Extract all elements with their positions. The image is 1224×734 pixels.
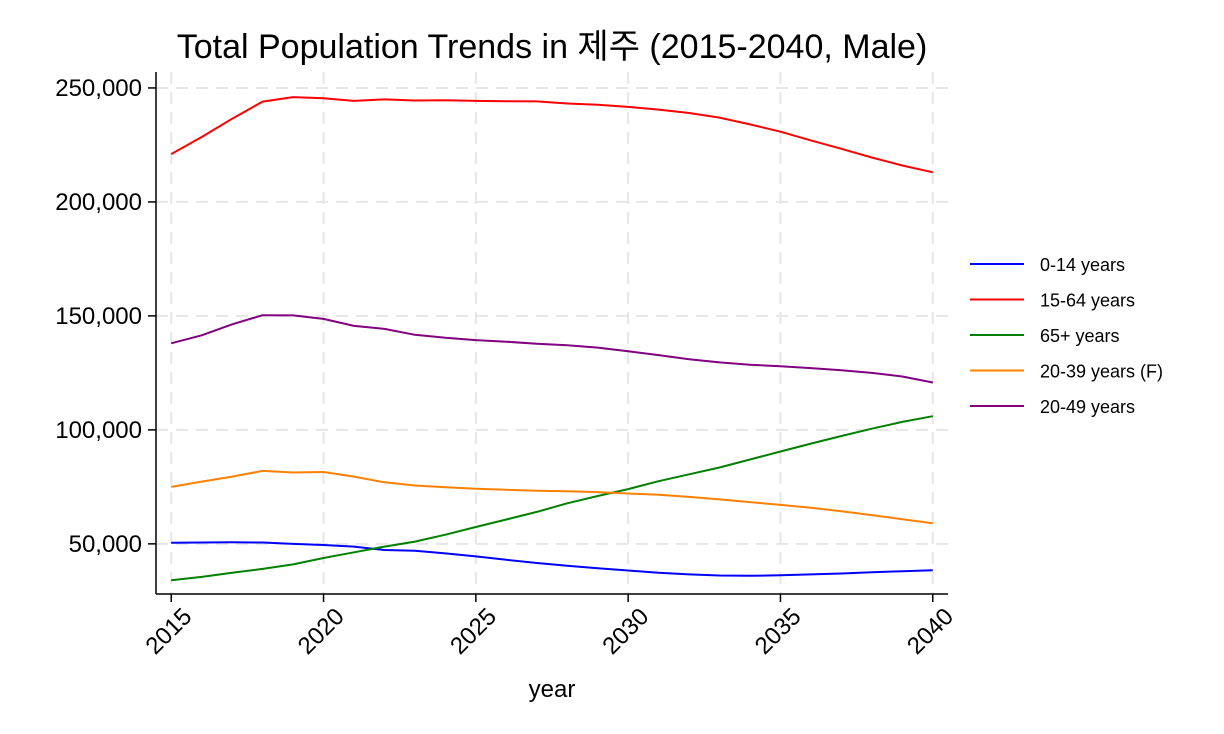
grid xyxy=(156,72,948,594)
legend-label: 15-64 years xyxy=(1040,291,1135,311)
series-line-65-years xyxy=(171,415,933,582)
y-tick-label: 200,000 xyxy=(55,189,142,216)
y-tick-label: 50,000 xyxy=(69,531,142,558)
series-line-0-14-years xyxy=(171,541,933,577)
legend-item: 0-14 years xyxy=(970,255,1125,275)
y-ticks: 50,000 100,000 150,000 200,000 250,000 xyxy=(55,75,156,558)
series-line-15-64-years xyxy=(170,96,934,174)
x-tick-label: 2025 xyxy=(445,603,502,660)
legend-item: 20-49 years xyxy=(970,397,1135,417)
legend-label: 20-49 years xyxy=(1040,397,1135,417)
series-line-20-39-years-f xyxy=(171,469,933,525)
x-tick-label: 2020 xyxy=(293,603,350,660)
y-tick-label: 250,000 xyxy=(55,75,142,102)
axes xyxy=(155,72,948,595)
series-line-20-49-years xyxy=(170,314,933,384)
legend-label: 65+ years xyxy=(1040,326,1120,346)
x-tick-label: 2040 xyxy=(902,603,959,660)
x-tick-label: 2015 xyxy=(141,603,198,660)
x-axis-label: year xyxy=(529,676,576,703)
y-tick-label: 100,000 xyxy=(55,417,142,444)
legend-item: 15-64 years xyxy=(970,291,1135,311)
y-tick-label: 150,000 xyxy=(55,303,142,330)
chart-title: Total Population Trends in 제주 (2015-2040… xyxy=(177,28,928,66)
x-ticks: 2015 2020 2025 2030 2035 2040 xyxy=(141,594,959,660)
x-tick-label: 2030 xyxy=(597,603,654,660)
legend-label: 0-14 years xyxy=(1040,255,1125,275)
series-lines xyxy=(170,96,934,582)
legend-label: 20-39 years (F) xyxy=(1040,362,1163,382)
x-tick-label: 2035 xyxy=(750,603,807,660)
legend-item: 20-39 years (F) xyxy=(970,362,1163,382)
legend: 0-14 years 15-64 years 65+ years 20-39 year… xyxy=(970,255,1163,417)
legend-item: 65+ years xyxy=(970,326,1120,346)
